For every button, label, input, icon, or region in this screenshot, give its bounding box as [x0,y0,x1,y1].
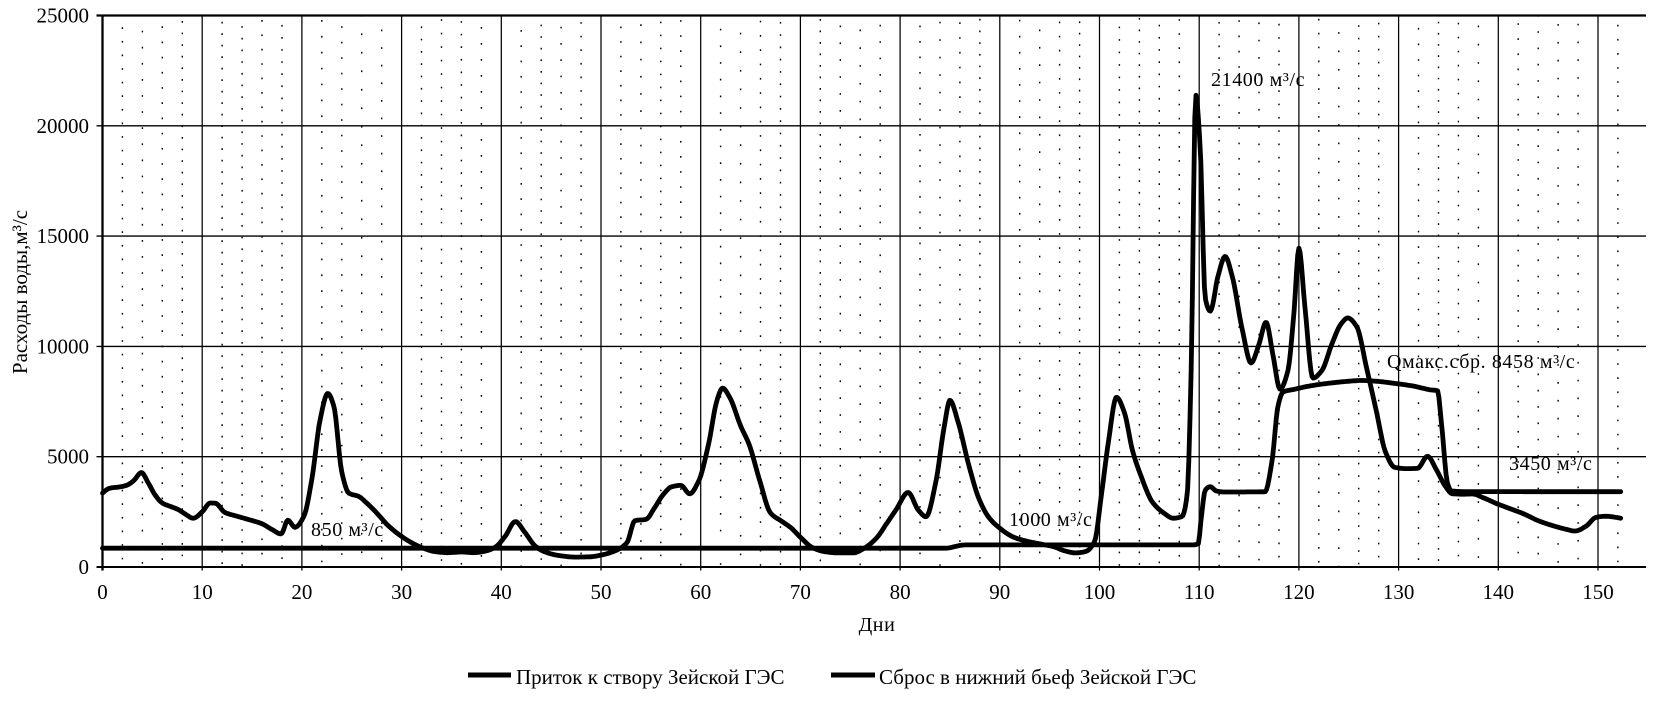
svg-text:0: 0 [97,580,108,604]
svg-text:60: 60 [690,580,711,604]
svg-text:150: 150 [1582,580,1614,604]
svg-text:Дни: Дни [859,614,896,636]
svg-text:21400 м³/с: 21400 м³/с [1211,69,1305,91]
svg-text:5000: 5000 [47,445,89,469]
svg-text:140: 140 [1483,580,1515,604]
svg-text:100: 100 [1084,580,1116,604]
svg-text:Qмакс.сбр. 8458 м³/с: Qмакс.сбр. 8458 м³/с [1387,351,1575,373]
svg-text:50: 50 [591,580,612,604]
svg-text:80: 80 [890,580,911,604]
svg-text:15000: 15000 [37,224,90,248]
svg-text:20: 20 [291,580,312,604]
svg-text:40: 40 [491,580,512,604]
svg-text:90: 90 [989,580,1010,604]
svg-text:25000: 25000 [37,4,90,28]
svg-text:Сброс в нижний бьеф Зейской ГЭ: Сброс в нижний бьеф Зейской ГЭС [879,665,1196,689]
svg-text:1000 м³/с: 1000 м³/с [1009,509,1093,531]
svg-text:20000: 20000 [37,114,90,138]
svg-text:120: 120 [1283,580,1315,604]
svg-text:130: 130 [1383,580,1415,604]
svg-text:30: 30 [391,580,412,604]
svg-text:70: 70 [790,580,811,604]
svg-text:110: 110 [1184,580,1215,604]
svg-text:3450 м³/с: 3450 м³/с [1509,453,1593,475]
svg-text:850 м³/с: 850 м³/с [311,519,384,541]
svg-text:Расходы воды,м³/с: Расходы воды,м³/с [8,210,32,374]
svg-text:0: 0 [79,555,90,579]
svg-text:10: 10 [192,580,213,604]
svg-text:Приток к створу Зейской ГЭС: Приток к створу Зейской ГЭС [516,665,785,689]
svg-text:10000: 10000 [37,334,90,358]
